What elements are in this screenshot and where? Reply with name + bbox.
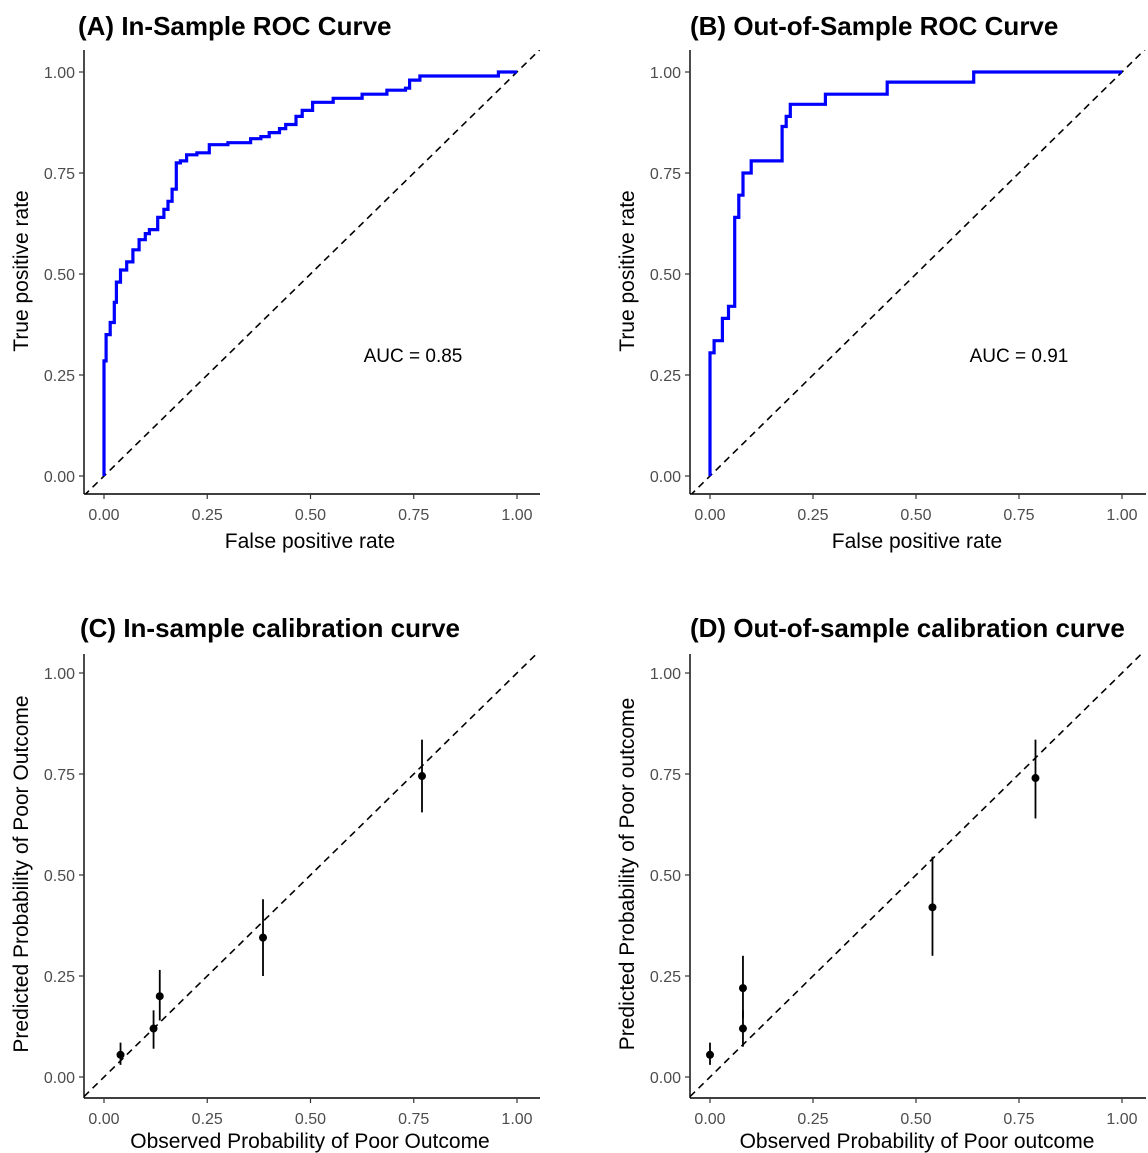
panel-c-calibration-point bbox=[149, 1024, 158, 1033]
panel-a-x-tick-label: 0.75 bbox=[398, 507, 429, 524]
panel-c: (C) In-sample calibration curve Observed… bbox=[10, 613, 540, 1153]
panel-d: (D) Out-of-sample calibration curve Obse… bbox=[616, 613, 1146, 1153]
panel-a-x-tick-label: 0.50 bbox=[295, 507, 326, 524]
panel-d-x-tick-label: 0.50 bbox=[900, 1111, 931, 1128]
panel-d-calibration-point bbox=[706, 1050, 714, 1059]
panel-b-y-tick-label: 0.00 bbox=[650, 469, 681, 486]
panel-b-auc-label: AUC = 0.91 bbox=[970, 346, 1069, 367]
panel-b-plot-area: 0.00 0.25 0.50 0.75 1.00 0.00 0.25 0.50 0.75 1.00 bbox=[650, 50, 1146, 524]
panel-d-calibration-point bbox=[738, 1024, 747, 1033]
panel-d-y-tick-label: 0.25 bbox=[650, 969, 681, 986]
panel-c-x-tick-label: 0.50 bbox=[295, 1111, 326, 1128]
panel-c-calibration-point bbox=[116, 1050, 125, 1059]
panel-a: (A) In-Sample ROC Curve False positive r… bbox=[10, 11, 540, 553]
panel-d-calibration-point bbox=[928, 903, 937, 912]
panel-a-plot-area: 0.00 0.25 0.50 0.75 1.00 0.00 0.25 0.50 0.75 1.00 bbox=[44, 50, 540, 524]
panel-c-x-axis-title: Observed Probability of Poor Outcome bbox=[130, 1130, 490, 1153]
panel-b-x-tick-label: 0.50 bbox=[900, 507, 931, 524]
panel-c-y-tick-label: 0.50 bbox=[44, 868, 75, 885]
panel-b-x-tick-label: 0.25 bbox=[797, 507, 828, 524]
panel-b-reference-diagonal bbox=[690, 50, 1146, 494]
panel-c-x-tick-label: 0.00 bbox=[88, 1111, 119, 1128]
panel-c-x-tick-label: 1.00 bbox=[501, 1111, 532, 1128]
panel-b-roc-line bbox=[708, 70, 1122, 476]
panel-d-calibration-point bbox=[738, 984, 747, 993]
panel-d-calibration-point bbox=[1031, 774, 1040, 783]
panel-d-reference-diagonal bbox=[690, 654, 1143, 1098]
panel-b-x-tick-label: 0.75 bbox=[1003, 507, 1034, 524]
panel-b: (B) Out-of-Sample ROC Curve False positi… bbox=[616, 11, 1146, 553]
panel-a-x-tick-label: 0.25 bbox=[192, 507, 223, 524]
panel-b-y-tick-label: 1.00 bbox=[650, 65, 681, 82]
panel-d-title: (D) Out-of-sample calibration curve bbox=[690, 613, 1125, 643]
panel-c-y-tick-label: 0.75 bbox=[44, 767, 75, 784]
panel-a-title: (A) In-Sample ROC Curve bbox=[78, 11, 392, 41]
panel-a-y-axis-title: True positive rate bbox=[10, 190, 33, 351]
panel-d-x-tick-label: 0.25 bbox=[797, 1111, 828, 1128]
panel-c-y-tick-label: 1.00 bbox=[44, 666, 75, 683]
panel-d-x-tick-label: 0.00 bbox=[694, 1111, 725, 1128]
panel-a-x-axis-title: False positive rate bbox=[225, 530, 395, 553]
panel-d-y-tick-label: 0.00 bbox=[650, 1070, 681, 1087]
panel-c-reference-diagonal bbox=[84, 654, 538, 1098]
panel-c-y-axis-title: Predicted Probability of Poor Outcome bbox=[10, 695, 33, 1052]
panel-a-roc-line bbox=[102, 70, 517, 476]
panel-a-auc-label: AUC = 0.85 bbox=[364, 346, 463, 367]
panel-c-y-tick-label: 0.00 bbox=[44, 1070, 75, 1087]
panel-d-x-axis-title: Observed Probability of Poor outcome bbox=[740, 1130, 1095, 1153]
panel-b-y-tick-label: 0.25 bbox=[650, 368, 681, 385]
panel-d-y-tick-label: 1.00 bbox=[650, 666, 681, 683]
panel-a-reference-diagonal bbox=[84, 50, 540, 494]
panel-c-x-tick-label: 0.25 bbox=[192, 1111, 223, 1128]
panel-c-title: (C) In-sample calibration curve bbox=[80, 613, 460, 643]
panel-b-x-axis-title: False positive rate bbox=[832, 530, 1002, 553]
panel-a-y-tick-label: 0.75 bbox=[44, 166, 75, 183]
panel-b-y-tick-label: 0.50 bbox=[650, 267, 681, 284]
panel-c-plot-area: 0.00 0.25 0.50 0.75 1.00 0.00 0.25 0.50 0.75 1.00 bbox=[44, 654, 540, 1128]
panel-c-y-tick-label: 0.25 bbox=[44, 969, 75, 986]
panel-a-x-tick-label: 0.00 bbox=[88, 507, 119, 524]
panel-a-y-tick-label: 0.50 bbox=[44, 267, 75, 284]
panel-d-plot-area: 0.00 0.25 0.50 0.75 1.00 0.00 0.25 0.50 0.75 1.00 bbox=[650, 654, 1146, 1128]
panel-a-y-tick-label: 0.25 bbox=[44, 368, 75, 385]
panel-b-x-tick-label: 1.00 bbox=[1106, 507, 1137, 524]
panel-a-y-tick-label: 1.00 bbox=[44, 65, 75, 82]
panel-d-y-axis-title: Predicted Probability of Poor outcome bbox=[616, 698, 639, 1051]
panel-d-y-tick-label: 0.75 bbox=[650, 767, 681, 784]
panel-d-y-tick-label: 0.50 bbox=[650, 868, 681, 885]
panel-c-calibration-point bbox=[155, 992, 164, 1001]
panel-c-x-tick-label: 0.75 bbox=[398, 1111, 429, 1128]
panel-b-x-tick-label: 0.00 bbox=[694, 507, 725, 524]
panel-d-x-tick-label: 0.75 bbox=[1003, 1111, 1034, 1128]
panel-a-y-tick-label: 0.00 bbox=[44, 469, 75, 486]
panel-d-x-tick-label: 1.00 bbox=[1106, 1111, 1137, 1128]
panel-a-x-tick-label: 1.00 bbox=[501, 507, 532, 524]
panel-c-calibration-point bbox=[418, 772, 427, 781]
panel-c-calibration-point bbox=[259, 933, 268, 942]
panel-b-y-axis-title: True positive rate bbox=[616, 190, 639, 351]
panel-b-y-tick-label: 0.75 bbox=[650, 166, 681, 183]
panel-b-title: (B) Out-of-Sample ROC Curve bbox=[690, 11, 1058, 41]
